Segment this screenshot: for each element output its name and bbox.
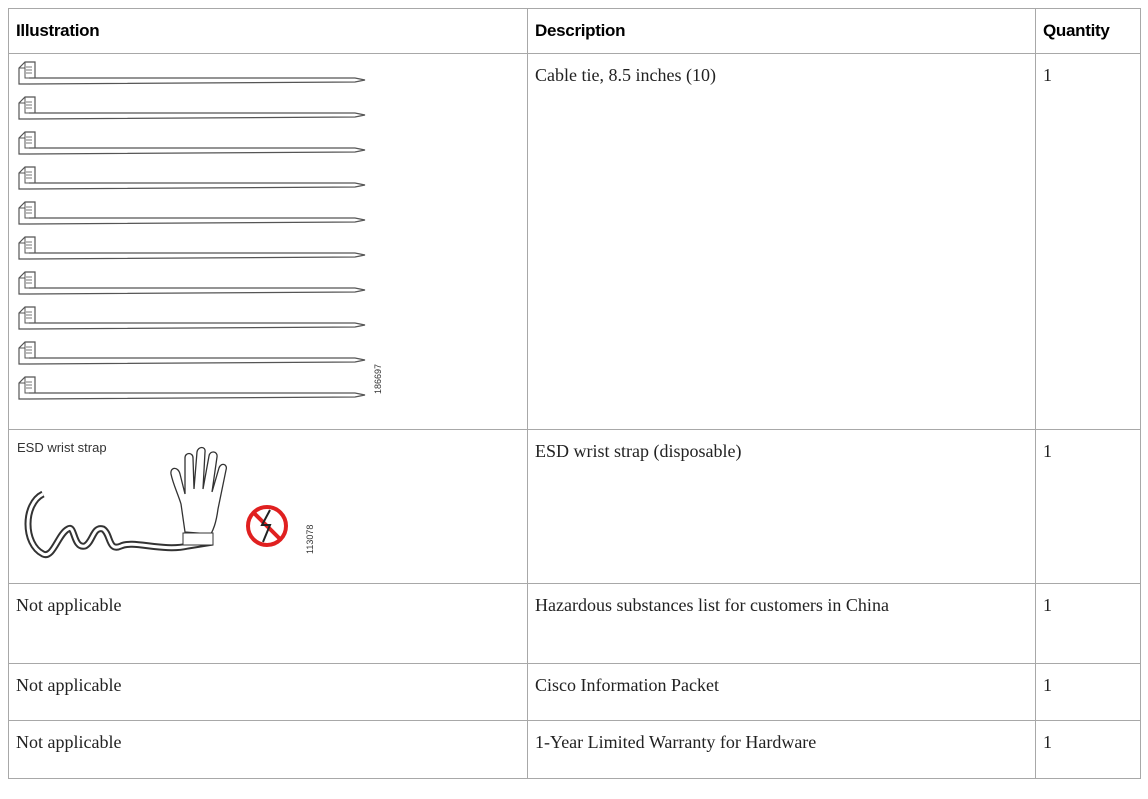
column-header: Quantity [1035, 8, 1141, 54]
package-contents-table: Illustration Description Quantity [8, 8, 1141, 779]
figure-caption: ESD wrist strap [17, 440, 107, 455]
column-header: Description [527, 8, 1036, 54]
row: Not applicable Hazardous substances list… [8, 583, 1141, 664]
illustration-cell: ESD wrist strap 113078 [8, 429, 528, 584]
description-cell: Hazardous substances list for customers … [527, 583, 1036, 664]
column-header: Illustration [8, 8, 528, 54]
figure-id: 186697 [373, 364, 383, 394]
quantity-cell: 1 [1035, 53, 1141, 430]
quantity-cell: 1 [1035, 583, 1141, 664]
quantity-cell: 1 [1035, 663, 1141, 721]
illustration-cell: Not applicable [8, 720, 528, 779]
quantity-cell: 1 [1035, 720, 1141, 779]
description-cell: 1-Year Limited Warranty for Hardware [527, 720, 1036, 779]
description-cell: Cisco Information Packet [527, 663, 1036, 721]
row: ESD wrist strap 113078 ESD wrist strap (… [8, 429, 1141, 584]
cable-tie-illustration: 186697 [18, 61, 383, 400]
row: Not applicable Cisco Information Packet … [8, 663, 1141, 721]
header-row: Illustration Description Quantity [8, 8, 1141, 54]
row: Not applicable 1-Year Limited Warranty f… [8, 720, 1141, 779]
illustration-cell: Not applicable [8, 583, 528, 664]
quantity-cell: 1 [1035, 429, 1141, 584]
description-cell: Cable tie, 8.5 inches (10) [527, 53, 1036, 430]
description-cell: ESD wrist strap (disposable) [527, 429, 1036, 584]
esd-strap-illustration: ESD wrist strap 113078 [17, 440, 315, 559]
figure-id: 113078 [305, 525, 315, 554]
row: 186697 Cable tie, 8.5 inches (10) 1 [8, 53, 1141, 430]
cable-ties [18, 61, 366, 400]
illustration-cell: 186697 [8, 53, 528, 430]
illustration-cell: Not applicable [8, 663, 528, 721]
